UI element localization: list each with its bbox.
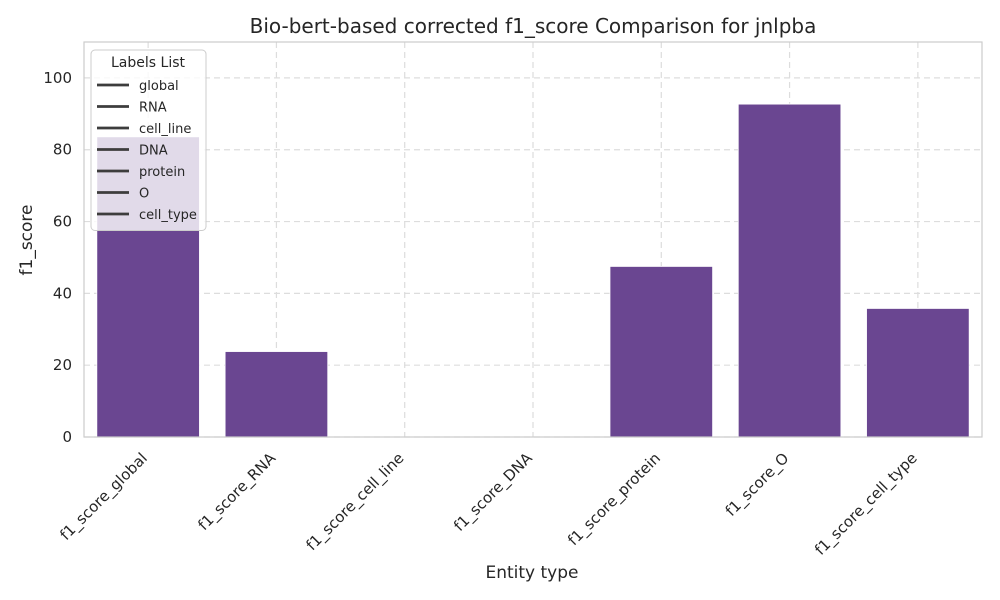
- bar-f1_score_cell_type: [866, 308, 970, 438]
- legend-label-protein: protein: [139, 165, 185, 180]
- y-tick-label: 100: [43, 69, 72, 87]
- legend-label-cell_line: cell_line: [139, 122, 191, 137]
- legend-label-RNA: RNA: [139, 101, 167, 116]
- y-tick-label: 0: [62, 428, 72, 446]
- legend-box: [90, 49, 207, 231]
- plot-frame: [83, 41, 983, 438]
- bar-f1_score_RNA: [224, 351, 329, 438]
- y-tick-label: 80: [53, 141, 72, 159]
- x-axis-label: Entity type: [485, 563, 578, 583]
- legend-label-global: global: [139, 79, 179, 94]
- legend-label-DNA: DNA: [139, 144, 168, 159]
- bar-f1_score_protein: [609, 266, 714, 438]
- y-axis-label: f1_score: [17, 205, 37, 276]
- chart-title: Bio-bert-based corrected f1_score Compar…: [250, 14, 817, 38]
- legend-title: Labels List: [111, 55, 185, 71]
- bar-f1_score_O: [737, 103, 842, 438]
- y-tick-label: 20: [53, 356, 72, 374]
- y-tick-label: 40: [53, 284, 72, 302]
- legend-label-cell_type: cell_type: [139, 208, 197, 223]
- legend-label-O: O: [139, 187, 149, 202]
- y-tick-labels: 0 20 40 60 80 100: [43, 69, 72, 446]
- y-tick-label: 60: [53, 213, 72, 231]
- legend: Labels List global RNA cell_line DNA protein O…: [90, 49, 207, 231]
